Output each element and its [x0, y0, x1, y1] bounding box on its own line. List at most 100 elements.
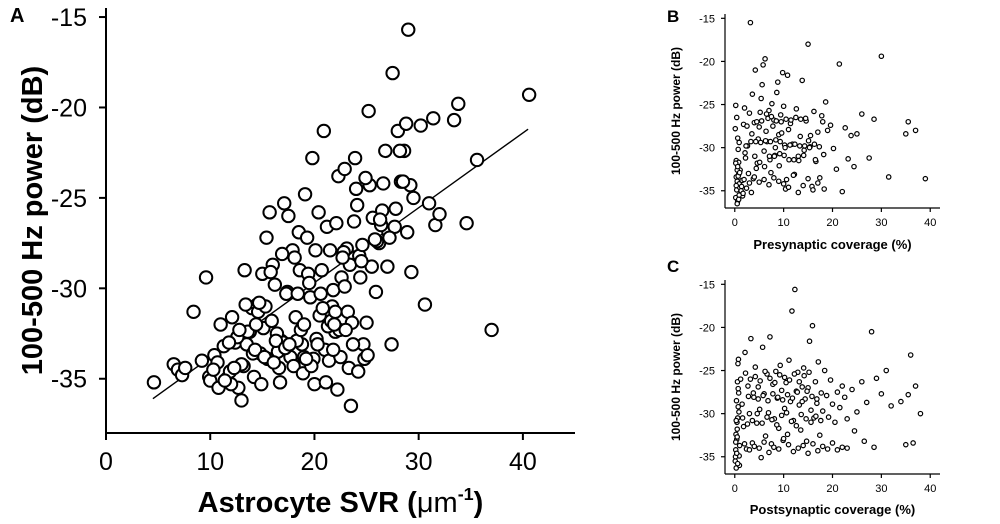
panel-c-data-point [789, 308, 795, 314]
panel-b-x-tick-label: 30 [875, 217, 887, 229]
panel-c-data-point [771, 444, 777, 451]
panel-b-data-point [785, 126, 792, 133]
panel-a-data-point [360, 348, 375, 363]
panel-a-data-point [307, 376, 322, 392]
panel-b-data-point [758, 118, 765, 124]
panel-b-letter: B [667, 7, 679, 26]
panel-b-data-point [732, 102, 739, 109]
panel-b-x-axis-label: Presynaptic coverage (%) [753, 237, 911, 252]
panel-a-data-point [469, 152, 485, 168]
panel-c-data-point [825, 414, 832, 420]
panel-a-data-point [459, 216, 474, 231]
panel-c-data-point [761, 439, 767, 445]
panel-a-data-point [354, 253, 369, 269]
panel-b-data-point [769, 100, 775, 107]
panel-c-data-point [821, 367, 828, 374]
panel-b-data-point [805, 137, 812, 144]
panel-c-data-point [774, 394, 781, 401]
panel-c-data-point [767, 375, 773, 382]
panel-b-data-point [778, 118, 784, 125]
panel-a-data-point [426, 111, 441, 126]
panel-a-x-axis-label-main: Astrocyte SVR ( [198, 487, 418, 519]
panel-b-data-point [878, 53, 885, 60]
panel-b-data-point [776, 162, 783, 169]
panel-a-data-point [346, 214, 362, 229]
panel-b-data-point [742, 155, 749, 161]
panel-b-data-point [747, 19, 754, 26]
panel-b-data-point [774, 79, 781, 85]
panel-c-data-point [745, 383, 751, 389]
panel-b-data-point [759, 81, 765, 88]
panel-c-data-point [735, 356, 742, 363]
panel-b-data-point [734, 135, 741, 141]
panel-b-data-point [742, 150, 748, 156]
panel-a-data-point [281, 208, 296, 224]
panel-a-data-point [313, 286, 328, 301]
panel-b-data-point [743, 143, 749, 149]
panel-c-data-point [734, 434, 741, 440]
panel-c-data-point [764, 414, 770, 420]
panel-b-data-point [805, 175, 811, 182]
panel-b-data-point [763, 111, 770, 117]
panel-b-data-point [773, 89, 780, 96]
panel-b-data-point [770, 123, 776, 129]
panel-c-y-tick-label: -20 [699, 322, 715, 334]
panel-a-y-axis-label: 100-500 Hz power (dB) [17, 66, 49, 375]
panel-b-data-point [773, 118, 780, 124]
panel-a-data-point [338, 322, 353, 338]
panel-a-data-point [310, 337, 325, 352]
panel-a-data-point [376, 176, 391, 191]
panel-a-x-axis-label-end: ) [474, 487, 484, 519]
panel-c-data-point [762, 368, 768, 375]
panel-c-data-point [777, 362, 784, 369]
panel-c-data-point [827, 377, 834, 383]
panel-c-data-point [905, 391, 912, 398]
panel-c-x-tick-label: 30 [875, 483, 887, 495]
panel-a-data-point [146, 375, 162, 390]
panel-a-data-point [224, 310, 240, 325]
panel-b-data-point [792, 141, 798, 147]
panel-b-data-point [743, 185, 750, 191]
panel-c-data-point [844, 445, 850, 451]
panel-a-data-point [264, 313, 279, 329]
panel-a-data-point [263, 264, 278, 280]
panel-b-data-point [854, 131, 860, 137]
panel-b-data-point [740, 190, 746, 197]
panel-c-data-point [839, 383, 846, 389]
panel-a-data-point [327, 317, 342, 332]
panel-a-data-point [353, 270, 368, 285]
panel-b-data-point [778, 130, 785, 136]
panel-c-data-point [795, 445, 802, 451]
panel-a-data-point [380, 259, 395, 274]
panel-a-data-point [406, 190, 421, 206]
panel-c-data-point [741, 441, 748, 447]
panel-a-x-tick-label: 30 [405, 448, 433, 476]
panel-a-y-tick-label: -35 [51, 366, 87, 394]
panel-b-data-point [767, 138, 774, 145]
panel-c-data-point [756, 406, 763, 413]
panel-b-x-tick-label: 40 [924, 217, 936, 229]
panel-b-data-point [845, 156, 851, 162]
panel-b-data-point [773, 137, 779, 143]
panel-c-data-point [796, 402, 803, 408]
panel-a-data-point [282, 337, 297, 352]
panel-b-data-point [848, 132, 854, 139]
panel-c-data-point [784, 391, 791, 398]
panel-c-data-point [746, 410, 753, 417]
panel-c-data-point [837, 404, 843, 411]
panel-a-data-point [262, 205, 277, 220]
panel-a-data-point [349, 197, 365, 213]
panel-c-y-axis-label: 100-500 Hz power (dB) [669, 313, 683, 441]
panel-c-data-point [793, 422, 800, 429]
panel-a-data-point [226, 360, 242, 376]
panel-a-data-point [417, 297, 433, 312]
panel-c-data-point [819, 408, 826, 414]
panel-b-data-point [905, 118, 912, 125]
panel-c-data-point [779, 397, 786, 403]
panel-c-data-point [803, 438, 810, 445]
panel-a-data-point [248, 317, 264, 332]
panel-b-data-point [753, 165, 760, 172]
panel-b-y-tick-label: -30 [699, 143, 715, 155]
panel-c-data-point [733, 450, 740, 457]
